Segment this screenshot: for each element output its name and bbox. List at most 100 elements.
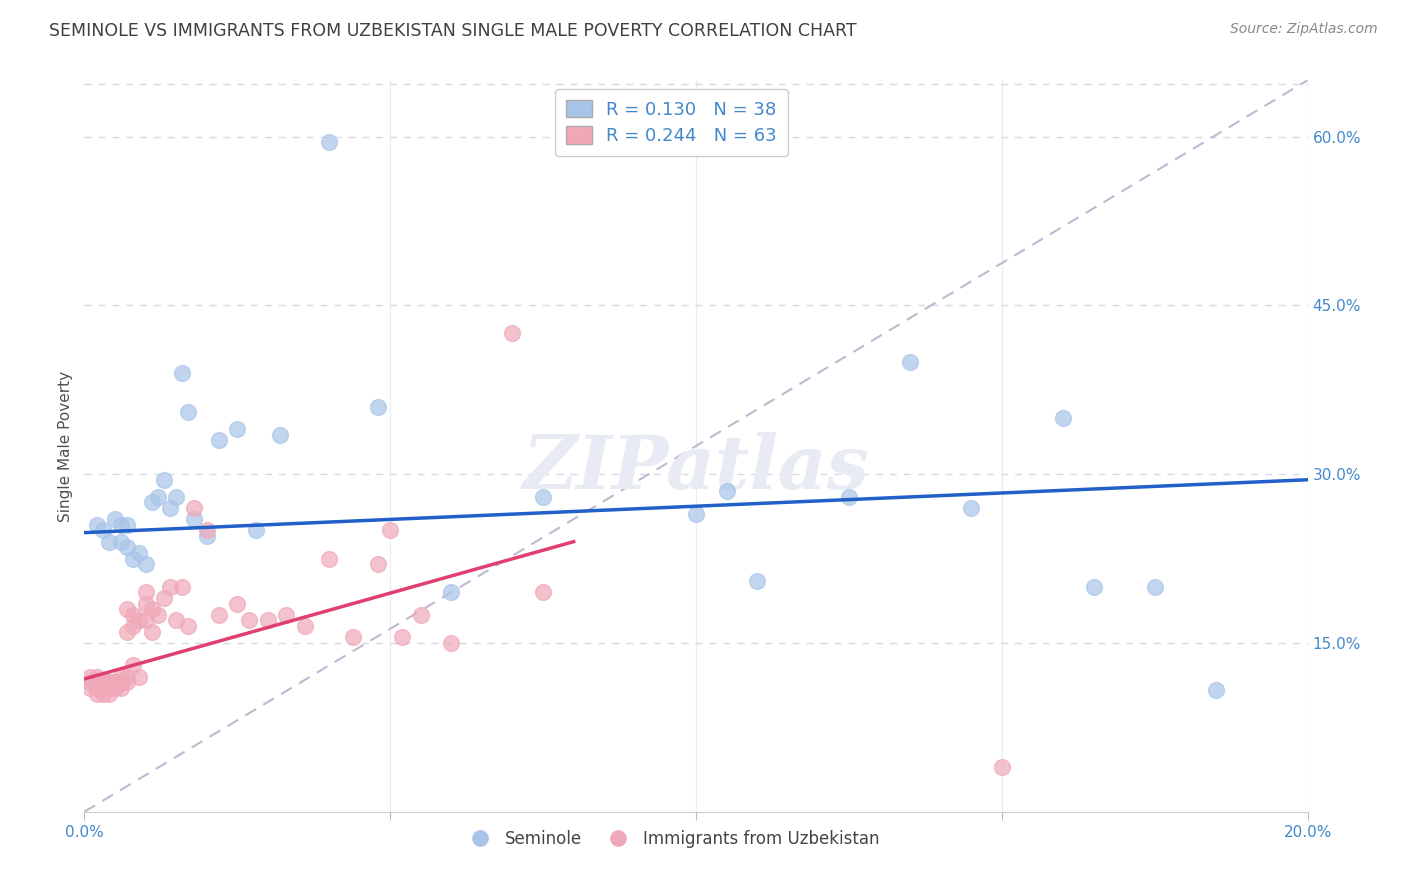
Point — [342, 630, 364, 644]
Point — [531, 585, 554, 599]
Point — [195, 524, 218, 538]
Point — [79, 681, 101, 695]
Point — [208, 607, 231, 622]
Point — [1205, 683, 1227, 698]
Point — [86, 675, 108, 690]
Point — [91, 681, 114, 695]
Point — [165, 490, 187, 504]
Point — [115, 670, 138, 684]
Point — [86, 517, 108, 532]
Point — [177, 405, 200, 419]
Point — [97, 681, 120, 695]
Point — [135, 614, 157, 628]
Point — [1143, 580, 1166, 594]
Point — [104, 675, 127, 690]
Point — [104, 512, 127, 526]
Point — [115, 517, 138, 532]
Point — [172, 580, 194, 594]
Point — [747, 574, 769, 588]
Point — [245, 524, 267, 538]
Point — [685, 507, 707, 521]
Point — [502, 326, 524, 341]
Legend: Seminole, Immigrants from Uzbekistan: Seminole, Immigrants from Uzbekistan — [457, 823, 887, 855]
Point — [122, 619, 145, 633]
Point — [257, 614, 280, 628]
Point — [128, 670, 150, 684]
Point — [110, 675, 132, 690]
Point — [97, 675, 120, 690]
Point — [195, 529, 218, 543]
Point — [135, 597, 157, 611]
Point — [110, 517, 132, 532]
Point — [440, 636, 463, 650]
Point — [122, 658, 145, 673]
Point — [226, 422, 249, 436]
Point — [91, 681, 114, 695]
Point — [294, 619, 316, 633]
Point — [531, 490, 554, 504]
Point — [960, 500, 983, 515]
Point — [110, 534, 132, 549]
Point — [153, 591, 176, 605]
Point — [159, 580, 181, 594]
Point — [898, 354, 921, 368]
Point — [409, 607, 432, 622]
Point — [79, 675, 101, 690]
Point — [391, 630, 413, 644]
Point — [86, 687, 108, 701]
Point — [238, 614, 260, 628]
Point — [135, 585, 157, 599]
Point — [135, 557, 157, 571]
Point — [110, 681, 132, 695]
Point — [177, 619, 200, 633]
Point — [104, 675, 127, 690]
Point — [115, 675, 138, 690]
Point — [153, 473, 176, 487]
Point — [86, 681, 108, 695]
Point — [165, 614, 187, 628]
Point — [172, 366, 194, 380]
Point — [380, 524, 402, 538]
Point — [110, 675, 132, 690]
Point — [146, 607, 169, 622]
Point — [115, 624, 138, 639]
Point — [91, 675, 114, 690]
Point — [104, 681, 127, 695]
Point — [86, 670, 108, 684]
Point — [79, 670, 101, 684]
Point — [91, 524, 114, 538]
Point — [115, 602, 138, 616]
Point — [91, 687, 114, 701]
Point — [115, 541, 138, 555]
Point — [318, 135, 340, 149]
Point — [122, 607, 145, 622]
Point — [97, 687, 120, 701]
Text: SEMINOLE VS IMMIGRANTS FROM UZBEKISTAN SINGLE MALE POVERTY CORRELATION CHART: SEMINOLE VS IMMIGRANTS FROM UZBEKISTAN S… — [49, 22, 856, 40]
Point — [838, 490, 860, 504]
Point — [991, 760, 1014, 774]
Point — [104, 675, 127, 690]
Point — [97, 534, 120, 549]
Point — [716, 483, 738, 498]
Point — [141, 495, 163, 509]
Point — [440, 585, 463, 599]
Text: Source: ZipAtlas.com: Source: ZipAtlas.com — [1230, 22, 1378, 37]
Point — [146, 490, 169, 504]
Point — [1052, 410, 1074, 425]
Point — [97, 675, 120, 690]
Point — [318, 551, 340, 566]
Point — [128, 614, 150, 628]
Point — [183, 512, 205, 526]
Point — [226, 597, 249, 611]
Point — [208, 434, 231, 448]
Point — [141, 624, 163, 639]
Y-axis label: Single Male Poverty: Single Male Poverty — [58, 370, 73, 522]
Point — [367, 400, 389, 414]
Point — [141, 602, 163, 616]
Point — [104, 681, 127, 695]
Point — [183, 500, 205, 515]
Point — [269, 427, 291, 442]
Text: ZIPatlas: ZIPatlas — [523, 432, 869, 504]
Point — [91, 675, 114, 690]
Point — [122, 551, 145, 566]
